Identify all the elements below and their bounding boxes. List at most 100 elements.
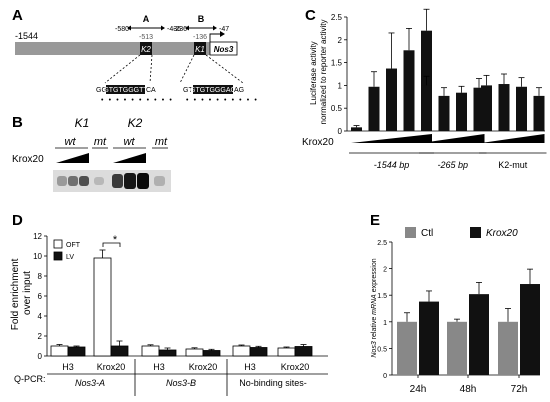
site-k1-box [194,42,206,55]
chart-e: Nos3 relative mRNA expression 0 0.5 1 1.5 2 2… [371,227,540,395]
chart-d-ytick-label: 10 [33,252,42,261]
krox20-wedge-1 [56,153,89,163]
site-k1-label: K1 [195,45,205,54]
chart-e-category-label: 48h [460,384,477,395]
pos-k2-label: -513 [139,34,153,41]
chart-c-bar [516,86,527,131]
chart-c-ylabel-line2: normalized to reporter activity [319,20,328,125]
chart-c: Luciferase activity normalized to report… [302,8,547,170]
chart-e-ytick-label: 1 [383,320,387,327]
chart-d-group-label: Nos3-B [166,378,196,388]
chart-e-bar-ctl [498,321,518,375]
legend-swatch-ctl [405,227,416,238]
chart-c-ytick-label: 2 [338,36,343,45]
chart-d-ylabel-line2: over input [22,271,33,315]
zoom-k1-left [179,54,195,84]
chart-d-group-label: No-binding sites- [239,378,307,388]
chart-e-bar-krox20 [520,284,540,375]
chart-e-bar-krox20 [469,294,489,375]
chart-d-category-label: Krox20 [189,362,218,372]
significance-star: * [113,234,118,246]
chart-d-group-label: Nos3-A [75,378,105,388]
probe-k1-label: K1 [75,116,90,130]
chart-c-bar [473,87,485,131]
chart-e-ytick-label: 2 [383,267,387,274]
seq-k2-post: CA [146,87,156,94]
fragment-b-right: -47 [219,26,229,33]
chart-d-bar-lv [202,350,221,357]
probe-k2-label: K2 [128,116,143,130]
legend-swatch-krox20 [470,227,481,238]
chart-c-bar [456,92,467,131]
mt-label-1: mt [94,136,107,148]
chart-d-ytick-label: 0 [38,352,43,361]
gel-band-7 [137,173,149,189]
chart-e-bar-krox20 [419,301,439,375]
chart-e-ylabel-mrna: mRNA [371,294,378,315]
chart-e-bar-ctl [397,321,417,375]
chart-c-ytick-label: 0.5 [331,104,343,113]
chart-e-category-label: 24h [410,384,427,395]
chart-d-bar-oft [93,257,112,357]
seq-k1-box [193,85,233,94]
seq-k2-dots: • • • • • • • • • • [101,97,173,104]
wt-label-1: wt [65,136,77,148]
chart-c-ytick-label: 2.5 [331,13,343,22]
seq-k1-dots: • • • • • • • • • • [186,97,258,104]
chart-c-bar [533,95,545,131]
chart-d-bar-oft [185,348,204,357]
legend-label-ctl: Ctl [421,228,433,239]
chart-c-bar [351,127,362,131]
chart-d-ytick-label: 8 [38,272,43,281]
chart-c-xlabel: Krox20 [302,137,334,148]
fragment-a-right: -436 [167,26,181,33]
chart-d-bar-lv [294,346,313,357]
chart-c-ylabel: Luciferase activity normalized to report… [309,20,328,125]
tss-arrow-head [220,31,225,37]
chart-d-ytick-label: 6 [38,292,43,301]
zoom-k1-right [205,54,244,84]
chart-d-bar-oft [141,345,160,357]
chart-d-ylabel: Fold enrichment over input [10,256,33,330]
chart-d-ylabel-line1: Fold enrichment [10,258,21,330]
chart-d-bar-lv [110,345,129,357]
chart-c-ytick-label: 1 [338,81,343,90]
emsa-panel: K1 K2 wt mt wt mt Krox20 [12,116,171,192]
legend-label-lv: LV [66,254,74,261]
chart-e-ylabel-mid: relative [371,315,378,340]
gel-band-6 [124,173,136,189]
fragment-a-head-left [127,25,131,31]
chart-c-bar [498,84,510,131]
chart-c-bar [386,68,397,131]
gene-box [209,41,238,56]
chart-d-category-label: H3 [153,362,165,372]
seq-k2-box [106,85,145,94]
seq-k1-core: GTGTGGGAG [190,87,236,94]
chart-e-ytick-label: 0 [383,373,387,380]
chart-c-bar [368,86,380,131]
chart-c-bar [438,95,450,131]
seq-k1-post: AG [234,87,244,94]
legend-swatch-lv [53,251,63,261]
chart-c-krox20-wedge [351,134,432,143]
chart-c-krox20-wedge [481,134,545,143]
chart-e-bar-ctl [447,321,467,375]
fragment-a-name: A [143,14,150,24]
zoom-k2-right [149,54,153,84]
gel-band-4 [94,177,104,185]
chart-d-bar-lv [249,347,268,357]
pos-k1-label: -136 [193,34,207,41]
chart-d-ytick-label: 12 [33,232,42,241]
site-k2-label: K2 [141,45,151,54]
chart-d-category-label: Krox20 [97,362,126,372]
chart-c-bar [421,85,432,131]
seq-k1-pre: GT [183,87,193,94]
chart-d: Fold enrichment over input 0 2 4 6 8 10 12 * O… [10,232,328,396]
gel-band-1 [57,176,67,186]
fragment-a-head-right [161,25,165,31]
gel-band-5 [112,174,123,188]
site-k2-box [140,42,152,55]
fragment-b-name: B [198,14,205,24]
chart-e-ytick-label: 0.5 [377,346,387,353]
panel-label-d: D [12,212,23,229]
